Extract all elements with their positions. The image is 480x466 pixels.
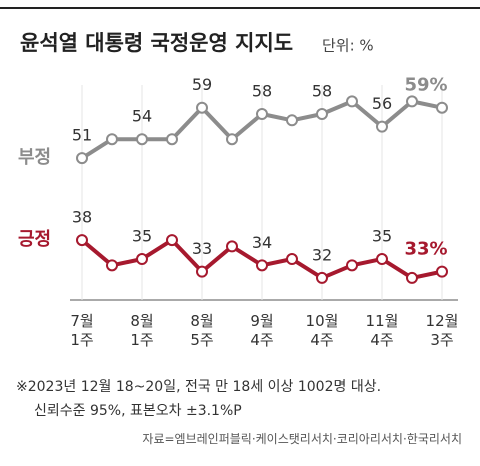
data-label: 35	[372, 227, 392, 246]
data-point	[226, 133, 238, 146]
data-label: 33	[192, 239, 212, 258]
data-point	[76, 234, 88, 247]
x-tick-label: 9월 4주	[250, 312, 274, 349]
data-point	[166, 133, 178, 146]
data-point	[346, 259, 358, 272]
data-point	[226, 240, 238, 253]
data-point	[256, 108, 268, 121]
data-point	[376, 120, 388, 133]
x-tick-label: 11월 4주	[365, 312, 399, 349]
data-label: 59%	[404, 75, 447, 96]
data-label: 38	[72, 208, 92, 227]
chart-title: 윤석열 대통령 국정운영 지지도	[20, 31, 293, 55]
data-label: 58	[312, 82, 332, 101]
data-point	[406, 95, 418, 108]
data-point	[316, 271, 328, 284]
data-label: 56	[372, 94, 392, 113]
data-point	[436, 101, 448, 114]
note: ※2023년 12월 18~20일, 전국 만 18세 이상 1002명 대상.	[16, 379, 382, 395]
data-point	[136, 253, 148, 266]
x-tick-label: 7월 1주	[70, 312, 94, 349]
data-point	[196, 265, 208, 278]
data-label: 54	[132, 107, 152, 126]
data-point	[286, 253, 298, 266]
data-label: 33%	[404, 239, 447, 260]
data-point	[406, 271, 418, 284]
data-point	[76, 152, 88, 165]
legend-label: 긍정	[18, 229, 51, 250]
data-label: 32	[312, 245, 332, 264]
data-label: 35	[132, 227, 152, 246]
data-label: 58	[252, 82, 272, 101]
data-point	[256, 259, 268, 272]
legend-label: 부정	[18, 147, 51, 168]
x-tick-label: 12월 3주	[425, 312, 459, 349]
x-tick-label: 8월 1주	[130, 312, 154, 349]
data-label: 34	[252, 233, 272, 252]
data-point	[136, 133, 148, 146]
data-label: 59	[192, 75, 212, 94]
data-point	[166, 234, 178, 247]
note: 신뢰수준 95%, 표본오차 ±3.1%P	[34, 403, 242, 419]
data-point	[286, 114, 298, 127]
data-point	[106, 259, 118, 272]
x-tick-label: 8월 5주	[190, 312, 214, 349]
source: 자료=엠브레인퍼블릭·케이스탯리서치·코리아리서치·한국리서치	[142, 432, 462, 446]
data-point	[346, 95, 358, 108]
data-point	[316, 108, 328, 121]
x-tick-label: 10월 4주	[305, 312, 339, 349]
unit-label: 단위: %	[322, 37, 374, 55]
data-point	[376, 253, 388, 266]
data-point	[196, 101, 208, 114]
data-label: 51	[72, 126, 92, 145]
data-point	[106, 133, 118, 146]
data-point	[436, 265, 448, 278]
